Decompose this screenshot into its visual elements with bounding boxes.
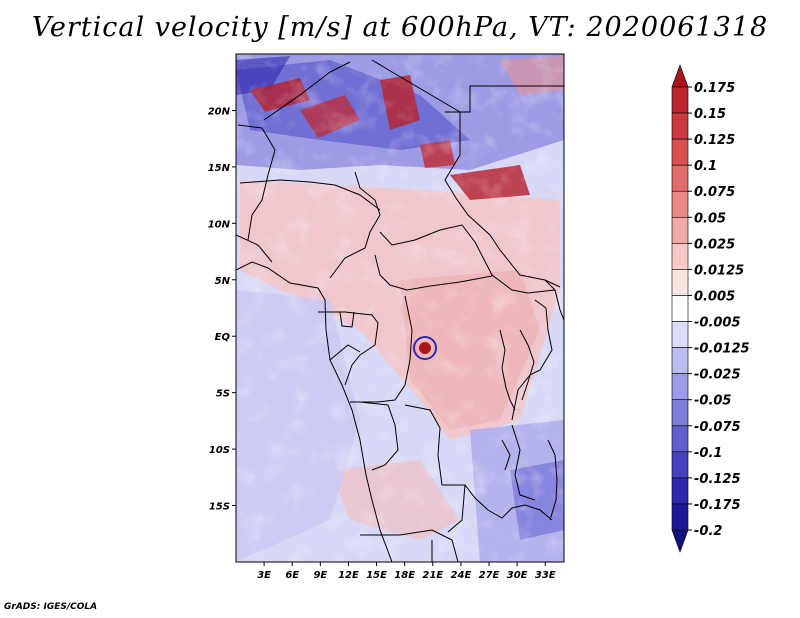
lat-label: 5N	[215, 276, 231, 287]
colorbar-label: 0.05	[694, 211, 726, 226]
lon-label: 33E	[535, 570, 556, 581]
colorbar-swatch	[671, 347, 689, 374]
lon-label: 3E	[257, 570, 271, 581]
lat-label: 10S	[209, 445, 230, 456]
lat-label: 10N	[208, 219, 231, 230]
colorbar-label: 0.125	[694, 133, 735, 148]
lon-label: 18E	[394, 570, 415, 581]
colorbar-swatch	[671, 216, 689, 244]
colorbar-swatch	[671, 451, 689, 479]
colorbar-label: -0.075	[694, 420, 741, 435]
colorbar-label: 0.175	[694, 81, 735, 96]
colorbar-swatch	[671, 86, 689, 114]
lat-label: 5S	[216, 389, 230, 400]
lat-label: 15N	[208, 163, 231, 174]
colorbar-swatch	[671, 295, 689, 322]
colorbar-label: -0.025	[694, 368, 741, 383]
colorbar-swatch	[671, 425, 689, 453]
colorbar-swatch	[671, 269, 689, 296]
colorbar-label: -0.125	[694, 472, 741, 487]
lat-label: 20N	[208, 106, 231, 117]
colorbar-label: 0.005	[694, 289, 735, 304]
colorbar-swatch	[671, 190, 689, 218]
lon-label: 24E	[451, 570, 472, 581]
colorbar-label: 0.0125	[694, 263, 744, 278]
colorbar-swatch	[671, 373, 689, 401]
country-borders	[236, 59, 564, 562]
grads-credit: GrADS: IGES/COLA	[4, 602, 98, 612]
colorbar-label: -0.005	[694, 316, 741, 331]
colorbar-swatch	[671, 112, 689, 140]
map-title: Vertical velocity [m/s] at 600hPa, VT: 2…	[31, 12, 769, 43]
colorbar-label: -0.2	[694, 524, 722, 539]
map-frame	[235, 53, 565, 563]
colorbar-swatch	[671, 529, 689, 553]
colorbar-label: 0.025	[694, 237, 735, 252]
colorbar-swatch	[671, 64, 689, 88]
colorbar: 0.175 0.15 0.125 0.1 0.075 0.05 0.025 0.0125 0.0…	[671, 64, 750, 553]
colorbar-swatch	[671, 503, 689, 531]
colorbar-label: -0.0125	[694, 342, 750, 357]
colorbar-swatch	[671, 321, 689, 348]
lon-label: 9E	[313, 570, 327, 581]
lon-label: 30E	[507, 570, 528, 581]
lon-label: 12E	[338, 570, 359, 581]
colorbar-label: -0.175	[694, 498, 741, 513]
colorbar-swatch	[671, 399, 689, 427]
lat-label: EQ	[215, 332, 231, 343]
lat-label: 15S	[209, 502, 230, 513]
lon-label: 27E	[479, 570, 500, 581]
colorbar-swatch	[671, 477, 689, 505]
latitude-axis: 20N 15N 10N 5N EQ 5S 10S 15S	[208, 106, 236, 513]
lon-label: 15E	[366, 570, 387, 581]
colorbar-label: 0.075	[694, 185, 735, 200]
lon-label: 6E	[285, 570, 299, 581]
colorbar-swatch	[671, 138, 689, 166]
colorbar-label: 0.15	[694, 107, 726, 122]
velocity-field	[236, 54, 564, 562]
colorbar-swatch	[671, 243, 689, 270]
colorbar-label: -0.1	[694, 446, 722, 461]
colorbar-label: 0.1	[694, 159, 717, 174]
longitude-axis: 3E 6E 9E 12E 15E 18E 21E 24E 27E 30E 33E	[257, 562, 556, 581]
lon-label: 21E	[422, 570, 443, 581]
colorbar-swatch	[671, 164, 689, 192]
colorbar-label: -0.05	[694, 394, 731, 409]
map-panel: 20N 15N 10N 5N EQ 5S 10S 15S 3E 6E 9E 12E 15E 18E 21E…	[208, 53, 565, 581]
